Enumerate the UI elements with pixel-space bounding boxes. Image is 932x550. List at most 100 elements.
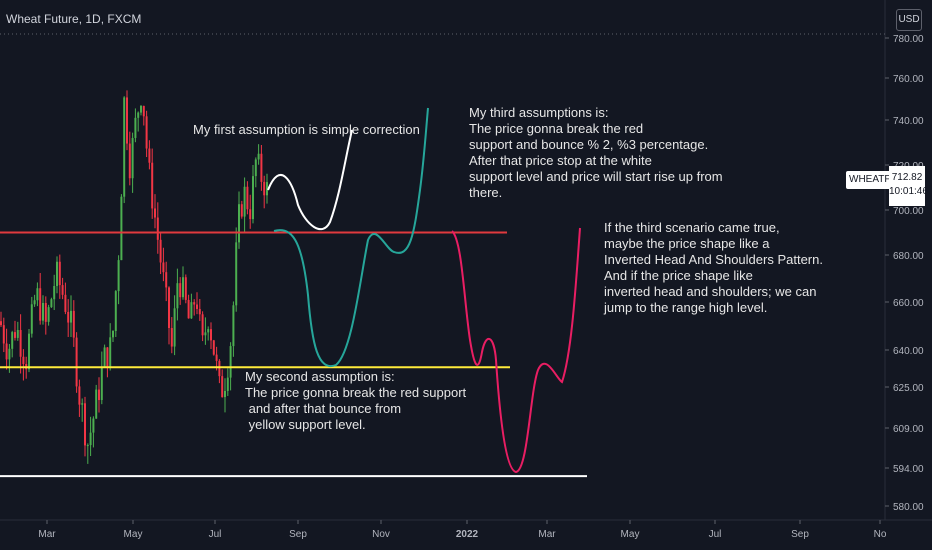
- candle-body: [33, 300, 36, 305]
- y-tick-label: 760.00: [893, 74, 924, 85]
- y-tick-label: 609.00: [893, 424, 924, 435]
- candle-body: [42, 303, 44, 321]
- x-tick-label: Nov: [372, 529, 390, 540]
- candle-body: [117, 260, 120, 292]
- y-tick-label: 660.00: [893, 298, 924, 309]
- candle-body: [47, 307, 50, 322]
- candle-body: [128, 143, 131, 179]
- x-tick-label: No: [874, 529, 887, 540]
- candle-body: [39, 288, 42, 321]
- candle-body: [140, 106, 142, 113]
- candle-body: [11, 332, 14, 349]
- x-tick-label: Jul: [709, 529, 722, 540]
- candle-body: [207, 329, 210, 333]
- last-price-box: 712.82 10:01:46: [889, 166, 928, 206]
- candle-body: [210, 329, 212, 341]
- candle-body: [252, 176, 254, 220]
- symbol-title: Wheat Future, 1D, FXCM: [6, 12, 142, 26]
- candle-body: [22, 356, 25, 364]
- candle-body: [235, 242, 238, 306]
- y-tick-label: 700.00: [893, 206, 924, 217]
- candle-body: [123, 97, 126, 197]
- candle-body: [134, 117, 137, 138]
- scenario-two-path: [273, 107, 429, 368]
- candle-body: [218, 360, 221, 377]
- x-tick-label: Sep: [289, 529, 307, 540]
- candle-body: [2, 325, 5, 344]
- candle-body: [5, 343, 8, 360]
- candle-body: [120, 196, 123, 261]
- candle-body: [154, 208, 156, 218]
- candle-body: [106, 347, 109, 369]
- candle-body: [145, 116, 148, 149]
- candle-body: [30, 304, 33, 334]
- candle-body: [72, 310, 75, 338]
- candle-body: [84, 403, 86, 446]
- annotation-second-assumption: My second assumption is: The price gonna…: [245, 369, 467, 432]
- candle-body: [182, 277, 184, 298]
- candle-body: [56, 261, 58, 286]
- candle-body: [64, 294, 67, 312]
- candle-body: [212, 340, 215, 355]
- y-tick-label: 780.00: [893, 34, 924, 45]
- candle-body: [165, 272, 168, 288]
- candle-body: [36, 288, 39, 301]
- candle-body: [193, 302, 196, 305]
- annotation-third-assumption: My third assumptions is: The price gonna…: [469, 105, 723, 200]
- candle-body: [156, 217, 159, 240]
- candle-body: [148, 148, 151, 163]
- candle-body: [58, 261, 61, 286]
- candle-body: [204, 332, 207, 336]
- candle-body: [221, 376, 224, 398]
- candle-body: [19, 330, 22, 357]
- candle-body: [226, 377, 229, 391]
- candle-body: [61, 285, 64, 295]
- candle-body: [109, 337, 112, 369]
- candle-body: [70, 310, 72, 323]
- candle-body: [266, 182, 268, 196]
- candle-body: [50, 299, 53, 308]
- candle-body: [249, 209, 252, 220]
- symbol-price-tag: WHEATF: [846, 171, 894, 189]
- candle-body: [260, 153, 263, 182]
- candle-body: [224, 390, 226, 398]
- y-tick-label: 640.00: [893, 346, 924, 357]
- annotation-first-assumption: My first assumption is simple correction: [193, 122, 420, 137]
- candle-body: [159, 239, 162, 263]
- candle-body: [232, 305, 235, 347]
- candle-body: [95, 389, 98, 419]
- candle-body: [0, 321, 2, 326]
- candle-body: [179, 283, 182, 298]
- y-tick-label: 625.00: [893, 383, 924, 394]
- candle-body: [243, 186, 246, 217]
- candle-body: [162, 262, 165, 273]
- currency-button[interactable]: USD: [896, 9, 922, 31]
- candle-body: [78, 386, 81, 405]
- candle-body: [16, 330, 19, 338]
- candle-body: [190, 302, 193, 319]
- candle-body: [98, 389, 100, 401]
- scenario-one-path: [267, 129, 353, 230]
- last-price: 712.82: [891, 172, 923, 183]
- candle-body: [173, 308, 176, 347]
- candle-body: [44, 303, 47, 322]
- candle-body: [86, 445, 89, 447]
- bar-countdown: 10:01:46: [889, 186, 928, 197]
- candle-body: [198, 308, 201, 315]
- candle-body: [28, 333, 30, 370]
- y-tick-label: 740.00: [893, 116, 924, 127]
- candle-body: [229, 346, 232, 378]
- candle-body: [67, 311, 70, 323]
- x-tick-label: Jul: [209, 529, 222, 540]
- scenario-three-path: [451, 227, 581, 474]
- candle-body: [103, 347, 106, 367]
- annotation-pattern-note: If the third scenario came true, maybe t…: [604, 220, 823, 315]
- x-tick-label: May: [621, 529, 640, 540]
- x-tick-label: 2022: [456, 529, 479, 540]
- candle-body: [240, 204, 243, 217]
- x-tick-label: Sep: [791, 529, 809, 540]
- candle-body: [75, 337, 78, 387]
- y-tick-label: 680.00: [893, 251, 924, 262]
